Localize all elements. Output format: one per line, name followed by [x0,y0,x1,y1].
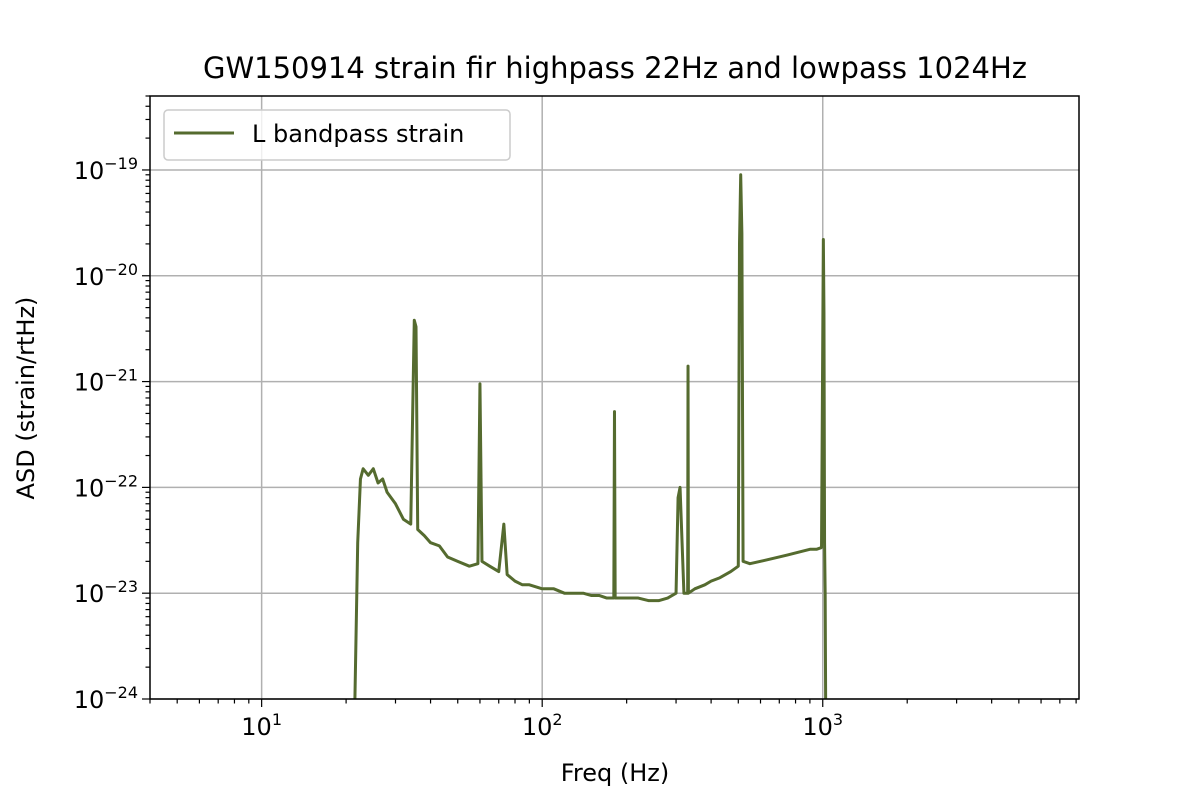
x-tick-label: 101 [241,710,282,741]
y-tick-label: 10−22 [74,471,138,502]
y-tick-label: 10−23 [74,577,138,608]
y-tick-label: 10−24 [74,683,138,714]
x-axis-label: Freq (Hz) [561,759,669,787]
y-tick-label: 10−20 [74,260,138,291]
series-layer [353,173,828,699]
axes: 101 102 103 10−24 10−23 10−22 10−21 10−20 10−19 [74,95,1080,741]
legend: L bandpass strain [163,109,511,161]
x-tick-label: 103 [802,710,843,741]
series-line-l-bandpass-strain [353,173,828,699]
chart-title: GW150914 strain fir highpass 22Hz and lo… [203,51,1027,85]
y-tick-label: 10−19 [74,154,138,185]
x-tick-label: 102 [522,710,563,741]
legend-box [163,109,511,161]
y-axis-label: ASD (strain/rtHz) [12,297,40,500]
legend-label: L bandpass strain [252,120,464,148]
y-tick-label: 10−21 [74,366,138,397]
